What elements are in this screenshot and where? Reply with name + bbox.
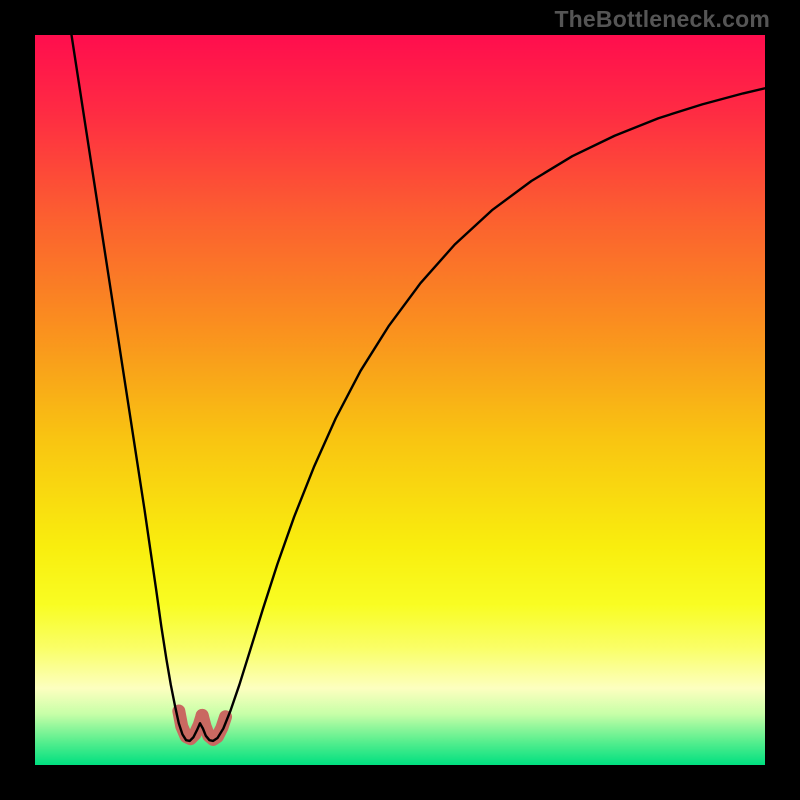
watermark-label: TheBottleneck.com xyxy=(554,6,770,33)
curve-layer xyxy=(35,35,765,765)
right-branch xyxy=(200,88,765,741)
plot-area xyxy=(35,35,765,765)
left-branch xyxy=(72,35,200,741)
chart-frame: TheBottleneck.com xyxy=(0,0,800,800)
